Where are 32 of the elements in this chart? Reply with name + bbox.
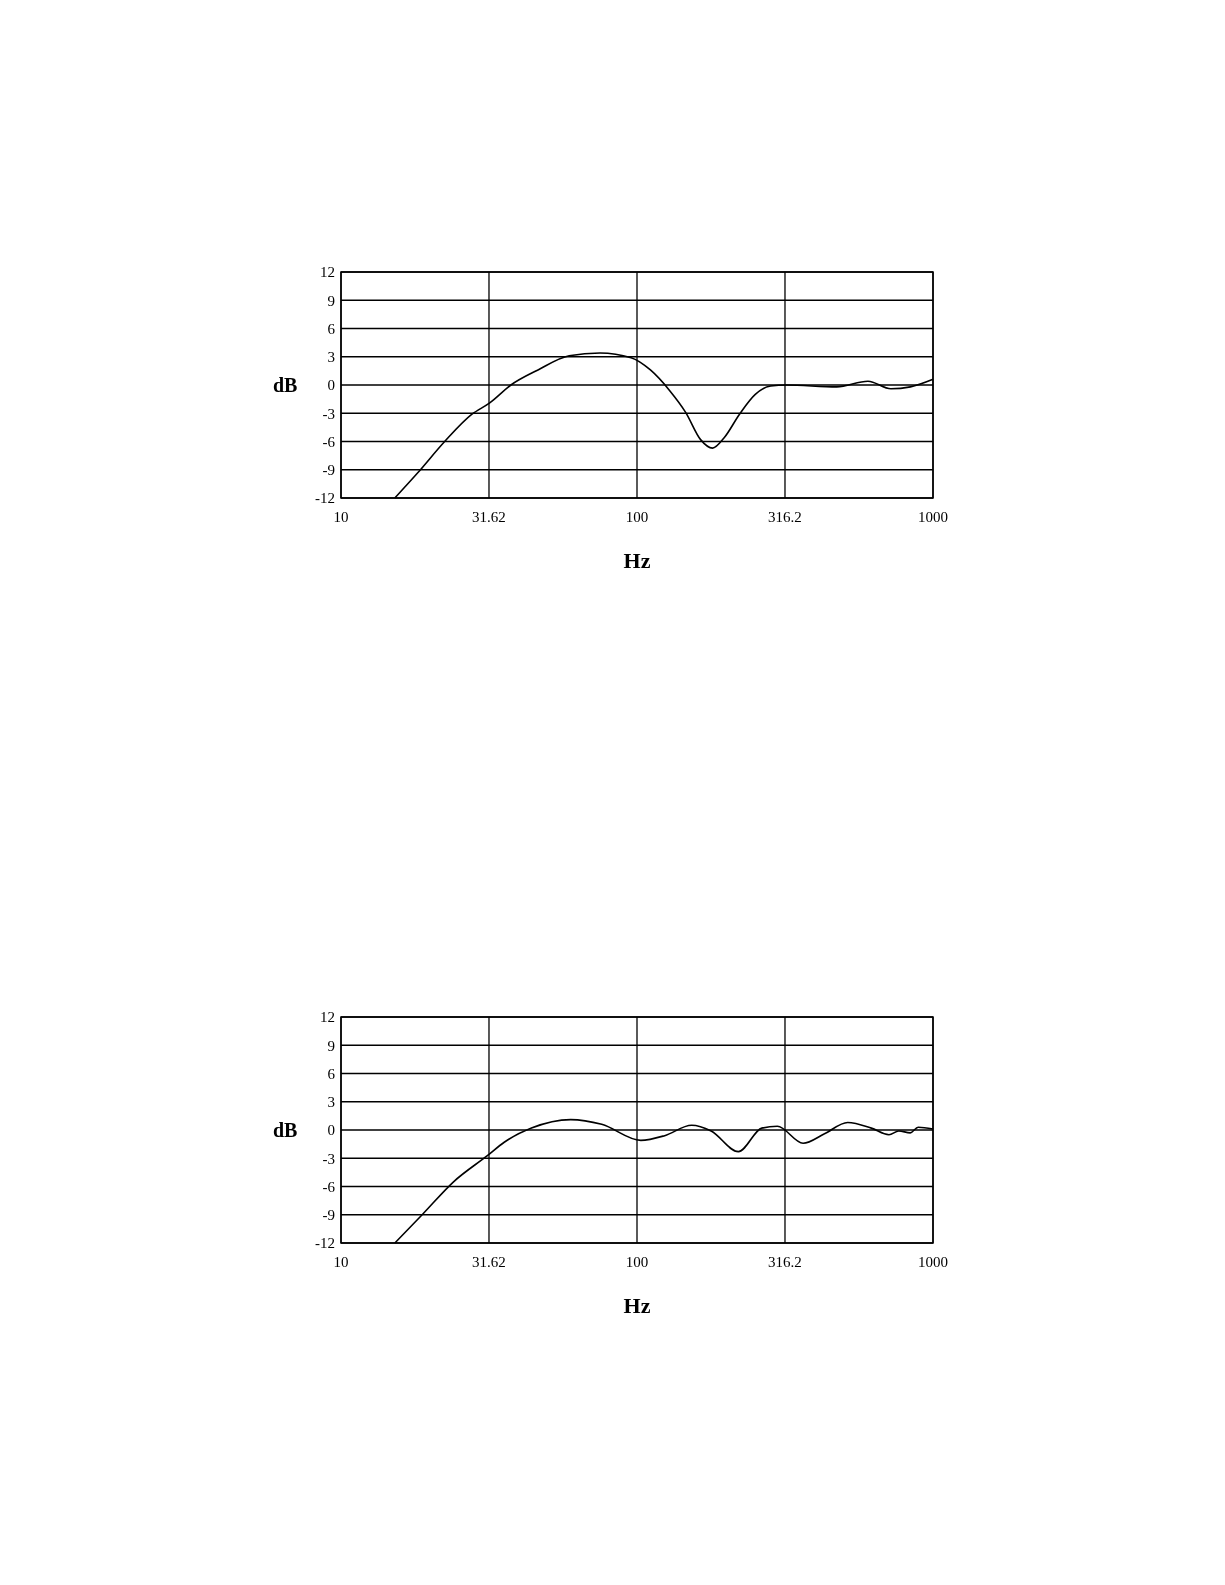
y-tick-label: -3 <box>322 1150 335 1167</box>
y-tick-label: 9 <box>327 292 335 309</box>
y-tick-label: -3 <box>322 405 335 422</box>
x-tick-label: 10 <box>333 509 349 525</box>
x-axis-title: Hz <box>623 1293 651 1318</box>
y-tick-label: -12 <box>315 490 335 507</box>
y-tick-label: -12 <box>315 1235 335 1252</box>
x-tick-label: 1000 <box>918 509 948 525</box>
y-axis-title: dB <box>273 1119 298 1141</box>
x-tick-label: 31.62 <box>472 509 506 525</box>
y-tick-label: -6 <box>322 433 336 450</box>
x-tick-label: 10 <box>333 1254 349 1270</box>
y-tick-label: 6 <box>327 1065 336 1082</box>
y-axis-title: dB <box>273 374 298 396</box>
x-tick-label: 316.2 <box>768 1254 802 1270</box>
x-axis-title: Hz <box>623 548 651 573</box>
y-tick-label: 9 <box>327 1037 335 1054</box>
x-tick-label: 100 <box>625 509 649 525</box>
y-tick-label: 6 <box>327 320 336 337</box>
y-tick-label: -6 <box>322 1178 336 1195</box>
y-tick-label: 3 <box>327 349 335 365</box>
y-tick-label: -9 <box>322 1207 335 1223</box>
x-tick-label: 1000 <box>918 1254 948 1270</box>
y-tick-label: 3 <box>327 1094 335 1110</box>
y-tick-label: -9 <box>322 462 335 478</box>
y-tick-label: 0 <box>327 377 335 394</box>
y-tick-label: 0 <box>327 1122 335 1139</box>
y-tick-label: 12 <box>320 264 335 281</box>
x-tick-label: 316.2 <box>768 509 802 525</box>
y-tick-label: 12 <box>320 1009 335 1026</box>
x-tick-label: 31.62 <box>472 1254 506 1270</box>
x-tick-label: 100 <box>625 1254 649 1270</box>
